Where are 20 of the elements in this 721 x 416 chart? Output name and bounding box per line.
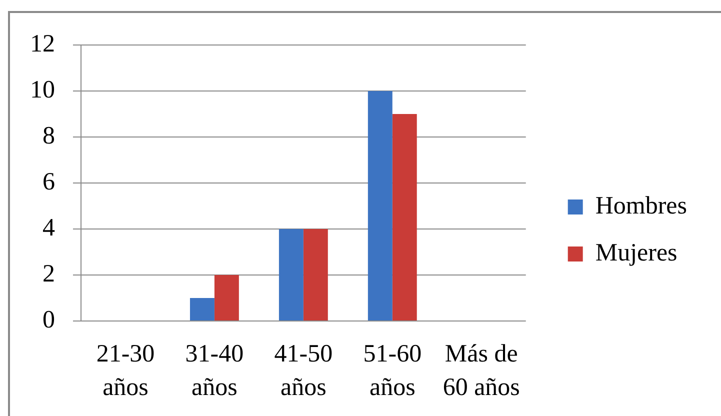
- bar: [368, 91, 392, 320]
- bar: [190, 298, 214, 320]
- legend-label: Hombres: [595, 192, 688, 220]
- y-tick-label: 6: [42, 168, 55, 196]
- bar: [303, 229, 328, 320]
- y-tick-label: 0: [42, 306, 55, 334]
- x-tick-label: 51-60 años: [363, 340, 422, 402]
- bar: [278, 229, 304, 320]
- y-tick-label: 8: [42, 122, 55, 150]
- y-tick-label: 2: [42, 260, 55, 288]
- x-tick-label: 21-30 años: [96, 340, 155, 402]
- y-tick-label: 4: [42, 214, 56, 242]
- x-tick-label: Más de 60 años: [442, 340, 520, 402]
- bar: [214, 275, 239, 320]
- y-tick-label: 12: [30, 30, 55, 58]
- x-tick-label: 41-50 años: [274, 340, 333, 402]
- bar: [392, 114, 417, 320]
- y-tick-label: 10: [30, 76, 55, 104]
- x-tick-label: 31-40 años: [185, 340, 244, 402]
- legend-label: Mujeres: [595, 240, 678, 267]
